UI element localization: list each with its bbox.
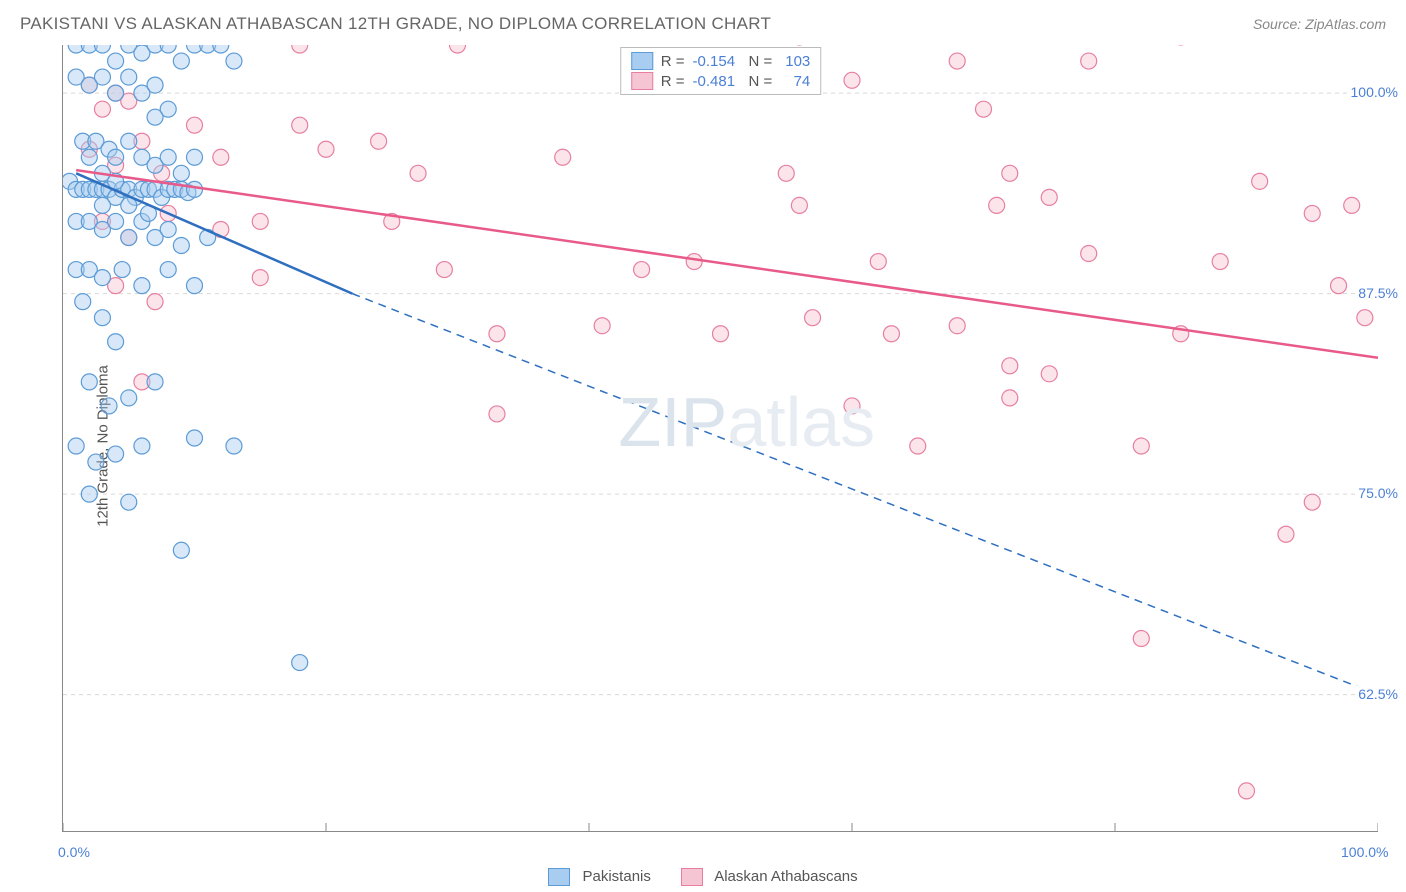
stat-n-label-0: N = [749,53,773,70]
legend-item-0: Pakistanis [548,868,651,886]
stat-legend-box: R = -0.154 N = 103 R = -0.481 N = 74 [620,47,822,95]
stat-r-value-0: -0.154 [693,53,741,70]
stat-r-value-1: -0.481 [693,73,741,90]
stat-n-value-0: 103 [780,53,810,70]
scatter-plot-svg [63,45,1378,831]
stat-row-series-0: R = -0.154 N = 103 [631,52,811,70]
y-tick-label: 100.0% [1349,84,1400,100]
legend-swatch-0 [548,868,570,886]
legend-swatch-1 [681,868,703,886]
stat-r-label-1: R = [661,73,685,90]
y-tick-label: 75.0% [1356,485,1400,501]
x-tick-label: 0.0% [58,844,90,860]
y-tick-label: 62.5% [1356,686,1400,702]
stat-swatch-1 [631,72,653,90]
legend-label-1: Alaskan Athabascans [714,868,857,885]
stat-n-label-1: N = [749,73,773,90]
legend-item-1: Alaskan Athabascans [681,868,858,886]
x-tick-label: 100.0% [1341,844,1388,860]
stat-n-value-1: 74 [780,73,810,90]
stat-swatch-0 [631,52,653,70]
stat-row-series-1: R = -0.481 N = 74 [631,72,811,90]
legend-label-0: Pakistanis [583,868,651,885]
bottom-legend: Pakistanis Alaskan Athabascans [0,868,1406,886]
stat-r-label-0: R = [661,53,685,70]
plot-area: ZIPatlas R = -0.154 N = 103 R = -0.481 N… [62,45,1378,832]
source-attribution: Source: ZipAtlas.com [1253,16,1386,32]
chart-title: PAKISTANI VS ALASKAN ATHABASCAN 12TH GRA… [20,14,771,34]
y-tick-label: 87.5% [1356,285,1400,301]
